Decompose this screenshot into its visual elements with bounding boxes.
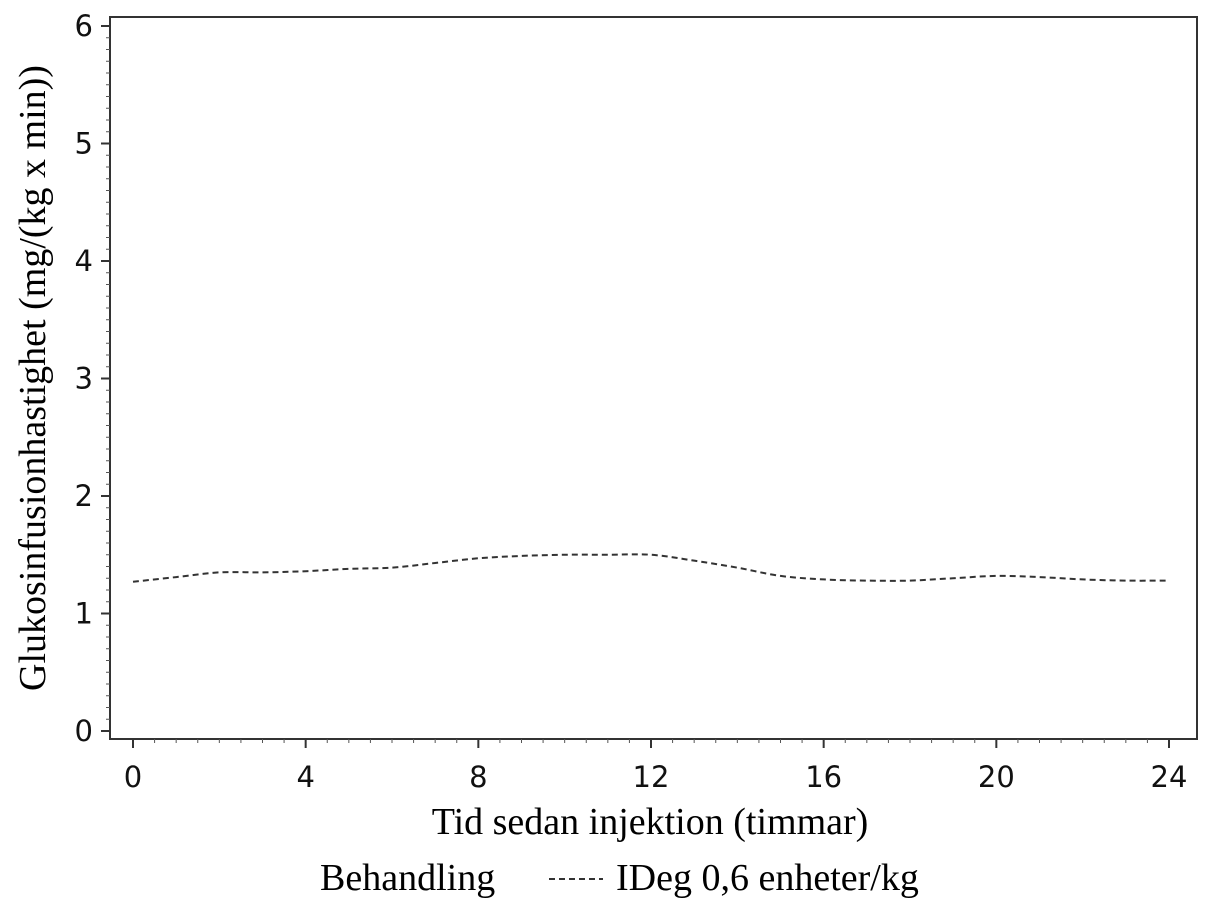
x-tick-label-0: 0 (124, 760, 142, 794)
y-tick-label-4: 4 (75, 244, 93, 278)
plot-area-frame (109, 16, 1198, 740)
y-axis: 0 1 2 3 4 5 6 (75, 9, 110, 748)
x-tick-label-4: 4 (296, 760, 314, 794)
legend-entry-label: IDeg 0,6 enheter/kg (616, 857, 919, 899)
x-axis-title: Tid sedan injektion (timmar) (432, 801, 869, 843)
y-tick-label-6: 6 (75, 9, 93, 43)
x-tick-label-8: 8 (469, 760, 487, 794)
x-axis: 0 4 8 12 16 20 24 (124, 739, 1188, 794)
legend-title: Behandling (320, 857, 495, 899)
y-tick-label-1: 1 (75, 597, 93, 631)
y-tick-label-3: 3 (75, 362, 93, 396)
x-tick-label-12: 12 (633, 760, 670, 794)
x-tick-label-16: 16 (805, 760, 842, 794)
legend: Behandling IDeg 0,6 enheter/kg (320, 857, 919, 899)
y-axis-title: Glukosinfusionhastighet (mg/(kg x min)) (12, 65, 54, 691)
series-line-0 (132, 553, 1170, 583)
x-tick-label-20: 20 (978, 760, 1015, 794)
y-tick-label-5: 5 (75, 127, 93, 161)
y-tick-label-0: 0 (75, 714, 93, 748)
x-tick-label-24: 24 (1151, 760, 1188, 794)
series-layer (132, 553, 1170, 583)
y-tick-label-2: 2 (75, 479, 93, 513)
